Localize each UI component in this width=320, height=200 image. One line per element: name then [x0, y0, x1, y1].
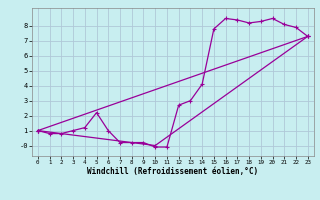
X-axis label: Windchill (Refroidissement éolien,°C): Windchill (Refroidissement éolien,°C) — [87, 167, 258, 176]
